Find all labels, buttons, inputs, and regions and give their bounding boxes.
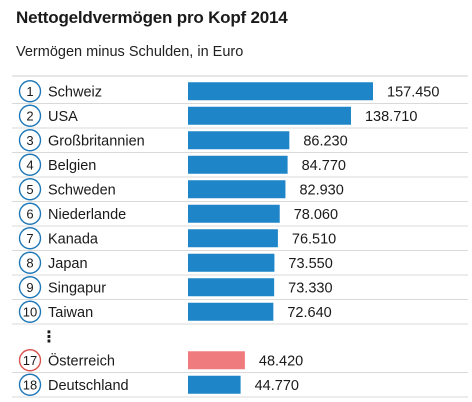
value-label: 157.450 (387, 84, 439, 100)
rank-label: 5 (26, 182, 33, 197)
bar (188, 375, 241, 394)
value-label: 86.230 (303, 133, 347, 149)
bar (188, 229, 278, 248)
bar (188, 302, 274, 321)
rank-label: 2 (26, 108, 33, 123)
country-label: Niederlande (48, 207, 126, 223)
country-label: Schweiz (48, 84, 102, 100)
bar (188, 106, 351, 125)
country-label: Österreich (48, 351, 115, 369)
bar (188, 278, 275, 297)
value-label: 48.420 (259, 353, 303, 369)
rank-label: 1 (26, 84, 33, 99)
bar (188, 253, 275, 272)
bar (188, 204, 280, 223)
country-label: USA (48, 109, 78, 125)
rank-circle (18, 202, 42, 225)
rank-circle (18, 80, 42, 103)
bar (188, 180, 286, 199)
rank-circle (18, 373, 42, 396)
value-label: 138.710 (365, 109, 417, 125)
rank-label: 9 (26, 280, 33, 295)
rank-label: 8 (26, 255, 33, 270)
value-label: 72.640 (287, 305, 331, 321)
value-label: 84.770 (302, 158, 346, 174)
country-label: Belgien (48, 158, 96, 174)
rank-label: 17 (23, 353, 37, 368)
rank-circle (18, 153, 42, 176)
country-label: Singapur (48, 280, 106, 296)
rank-label: 3 (26, 133, 33, 148)
country-label: Großbritannien (48, 133, 145, 149)
rank-circle (18, 129, 42, 152)
rank-label: 18 (23, 377, 37, 392)
rank-circle (18, 349, 42, 372)
country-label: Deutschland (48, 378, 129, 394)
rank-label: 4 (26, 157, 33, 172)
country-label: Kanada (48, 231, 99, 247)
bar (188, 82, 373, 101)
rank-circle (18, 251, 42, 274)
value-label: 73.550 (288, 256, 332, 272)
bar (188, 131, 290, 150)
rank-label: 7 (26, 231, 33, 246)
country-label: Schweden (48, 182, 116, 198)
rank-circle (18, 178, 42, 201)
rank-label: 10 (23, 304, 37, 319)
rank-circle (18, 300, 42, 323)
chart-subtitle: Vermögen minus Schulden, in Euro (16, 44, 244, 60)
country-label: Japan (48, 256, 88, 272)
chart-title: Nettogeldvermögen pro Kopf 2014 (16, 8, 288, 27)
bar (188, 351, 245, 370)
value-label: 44.770 (255, 378, 299, 394)
value-label: 73.330 (288, 280, 332, 296)
value-label: 82.930 (299, 182, 343, 198)
bar (188, 155, 288, 174)
value-label: 78.060 (294, 207, 338, 223)
country-label: Taiwan (48, 305, 93, 321)
rank-circle (18, 104, 42, 127)
rank-circle (18, 276, 42, 299)
ellipsis-mark: ⋮ (41, 329, 57, 346)
value-label: 76.510 (292, 231, 336, 247)
rank-circle (18, 227, 42, 250)
rank-label: 6 (26, 206, 33, 221)
